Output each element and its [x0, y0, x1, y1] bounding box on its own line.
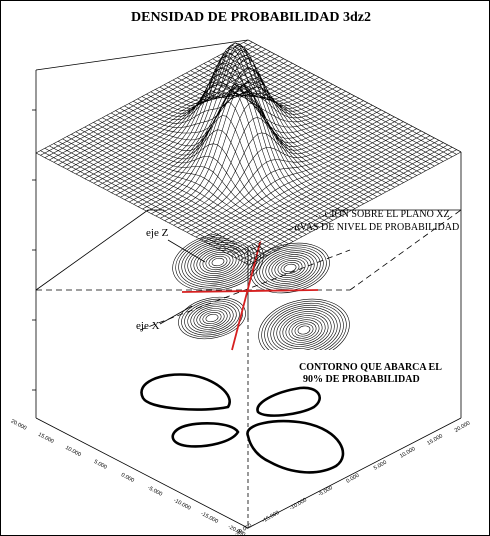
contour-lower-right-ring — [273, 309, 335, 350]
axis-x-label: eje X — [136, 320, 160, 332]
tick-left-7: -15.000 — [200, 511, 219, 525]
axis-z-leader — [167, 239, 206, 263]
contour-lower-left-ring — [199, 310, 225, 326]
contour-upper-right-ring — [283, 263, 297, 273]
contour-upper-left-ring — [211, 257, 225, 267]
tick-right-6: 10.000 — [399, 446, 417, 460]
contour-upper-left-ring — [208, 255, 228, 269]
axis-z-label: eje Z — [146, 227, 169, 239]
contour-lower-right-ring — [294, 323, 314, 337]
contour-upper-left-ring — [181, 238, 255, 286]
tick-left-1: 15.000 — [37, 432, 55, 445]
tick-right-3: -5.000 — [317, 485, 334, 498]
contour-lower-left-ring — [202, 311, 222, 325]
tick-right-8: 20.000 — [454, 420, 472, 434]
tick-left-5: -5.000 — [146, 485, 163, 498]
tick-left-2: 10.000 — [64, 445, 82, 458]
contour-upper-right-ring — [280, 261, 300, 275]
probability-density-surface — [35, 39, 462, 266]
contour-lower-left-ring — [196, 308, 228, 328]
contour-upper-right-ring — [274, 258, 306, 278]
contour-upper-left-ring — [193, 246, 243, 278]
contour-lower-left-ring — [190, 304, 234, 332]
contour-lower-left-ring — [205, 313, 219, 323]
tick-right-4: 0.000 — [346, 473, 361, 485]
tick-right-5: 5.000 — [373, 460, 388, 472]
contour-lower-left-ring — [184, 300, 240, 336]
contour-label-line1: CONTORNO QUE ABARCA EL — [299, 362, 442, 373]
contour-upper-left-ring — [172, 232, 264, 292]
contour-upper-right-ring — [271, 256, 309, 280]
floor-ticks-right: -20.000-15.000-10.000-5.0000.0005.00010.… — [234, 420, 471, 536]
contour-upper-right-ring — [256, 246, 324, 290]
contour-upper-right-ring — [259, 248, 321, 288]
contour-upper-left-ring — [202, 252, 234, 272]
contour-upper-right-ring — [268, 254, 312, 282]
contour-lower-right-ring — [267, 305, 341, 350]
tick-left-3: 5.000 — [93, 459, 108, 471]
contour-upper-left-ring — [196, 248, 240, 276]
contour-lower-right-ring — [258, 298, 350, 350]
contour-lobe-lower-right — [246, 419, 345, 474]
z-axis-line — [231, 234, 263, 351]
contour-lower-right-ring — [279, 313, 329, 347]
contour-upper-left-ring — [205, 253, 231, 271]
contour-lobe-upper-left — [140, 373, 231, 411]
figure-title: DENSIDAD DE PROBABILIDAD 3dz2 — [131, 10, 371, 25]
contour-lobe-lower-left — [171, 422, 240, 448]
contour-upper-right-ring — [277, 260, 303, 276]
contour-lower-right-ring — [291, 321, 317, 339]
projection-label-line2: CURVAS DE NIVEL DE PROBABILIDAD — [280, 222, 459, 233]
surface-mesh — [35, 39, 462, 266]
contour-lobe-upper-right — [256, 386, 321, 417]
tick-right-7: 15.000 — [426, 433, 444, 447]
tick-left-4: 0.000 — [120, 472, 135, 484]
box-frame — [32, 39, 462, 529]
contour-lower-right-ring — [288, 319, 320, 341]
contour-lower-right-ring — [297, 325, 311, 335]
contour-lower-right-ring — [270, 307, 338, 350]
projection-contours — [172, 232, 350, 350]
tick-left-8: -20.000 — [227, 524, 246, 536]
tick-left-6: -10.000 — [172, 498, 191, 512]
contour-lower-right-ring — [282, 315, 326, 345]
contour-lower-right-ring — [264, 302, 344, 350]
contour-lower-right-ring — [261, 300, 347, 350]
probability-contour-90 — [140, 373, 345, 474]
x-axis-line — [181, 289, 319, 293]
tick-right-2: -10.000 — [289, 497, 308, 512]
contour-label-line2: 90% DE PROBABILIDAD — [303, 374, 420, 385]
contour-upper-right-ring — [265, 252, 315, 284]
floor-ticks-left: 20.000 15.000 10.000 5.000 0.000 -5.000 -10.00… — [10, 419, 246, 536]
contour-upper-right-ring — [262, 250, 318, 286]
tick-left-0: 20.000 — [10, 419, 28, 432]
contour-upper-left-ring — [187, 242, 249, 282]
contour-lower-right-ring — [285, 317, 323, 343]
contour-lower-left-ring — [193, 306, 231, 330]
contour-lower-left-ring — [178, 296, 246, 340]
contour-lower-right-ring — [276, 311, 332, 349]
axis-x-leader — [159, 305, 193, 325]
tick-right-1: -15.000 — [261, 510, 280, 525]
contour-lower-left-ring — [187, 302, 237, 334]
